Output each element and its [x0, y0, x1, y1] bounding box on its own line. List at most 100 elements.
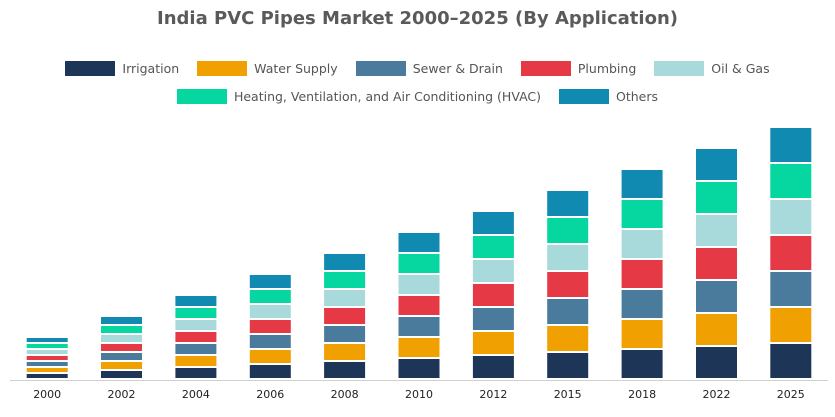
bar-segment-2022-series-6 [696, 149, 737, 180]
bar-segment-2000-series-3 [26, 356, 68, 360]
bar-segment-2008-series-5 [324, 272, 366, 288]
bar-segment-2025-series-0 [770, 344, 812, 378]
legend-item-plumbing: Plumbing [520, 60, 637, 76]
bar-segment-2022-series-2 [696, 281, 737, 312]
x-tick-label-2002: 2002 [108, 388, 136, 401]
bar-segment-2008-series-0 [324, 362, 366, 378]
bar-segment-2006-series-6 [249, 275, 291, 288]
legend-label-plumbing: Plumbing [577, 60, 637, 76]
x-tick-label-2018: 2018 [628, 388, 656, 401]
bar-segment-2002-series-0 [101, 371, 142, 378]
bar-segment-2012-series-4 [472, 260, 514, 282]
bar-segment-2012-series-1 [472, 332, 514, 354]
legend-item-sewer-drain: Sewer & Drain [355, 60, 503, 76]
legend-label-sewer-drain: Sewer & Drain [412, 60, 503, 76]
x-tick-label-2012: 2012 [479, 388, 507, 401]
bar-segment-2022-series-5 [696, 182, 737, 213]
bar-segment-2012-series-5 [472, 236, 514, 258]
legend-item-others: Others [559, 88, 659, 104]
bar-segment-2004-series-5 [175, 308, 217, 318]
bar-segment-2018-series-0 [621, 350, 663, 378]
bar-segment-2006-series-2 [249, 335, 291, 348]
bar-segment-2002-series-4 [101, 335, 142, 342]
legend-label-irrigation: Irrigation [122, 60, 180, 76]
bar-segment-2018-series-2 [621, 290, 663, 318]
bar-segment-2008-series-2 [324, 326, 366, 342]
legend: Irrigation Water Supply Sewer & Drain Pl… [0, 58, 835, 114]
legend-swatch-water-supply [197, 60, 248, 76]
bar-segment-2015-series-2 [547, 299, 589, 324]
x-tick-label-2025: 2025 [777, 388, 805, 401]
bar-segment-2010-series-1 [398, 338, 440, 357]
bar-segment-2025-series-5 [770, 164, 812, 198]
bar-segment-2010-series-4 [398, 275, 440, 294]
bar-segment-2022-series-0 [696, 347, 737, 378]
legend-label-others: Others [616, 88, 659, 104]
bar-segment-2000-series-6 [26, 338, 68, 342]
bar-segment-2000-series-1 [26, 368, 68, 372]
bar-segment-2015-series-1 [547, 326, 589, 351]
bar-segment-2025-series-2 [770, 272, 812, 306]
bar-segment-2002-series-2 [101, 353, 142, 360]
bar-segment-2015-series-3 [547, 272, 589, 297]
legend-swatch-plumbing [520, 60, 571, 76]
bar-segment-2025-series-6 [770, 128, 812, 162]
legend-swatch-others [559, 88, 610, 104]
bar-segment-2012-series-6 [472, 212, 514, 234]
legend-swatch-sewer-drain [355, 60, 406, 76]
bar-segment-2000-series-4 [26, 350, 68, 354]
bar-segment-2022-series-3 [696, 248, 737, 279]
legend-swatch-irrigation [65, 60, 116, 76]
legend-item-oil-gas: Oil & Gas [654, 60, 770, 76]
chart-title: India PVC Pipes Market 2000–2025 (By App… [157, 8, 678, 29]
bar-segment-2010-series-0 [398, 359, 440, 378]
bar-segment-2015-series-6 [547, 191, 589, 216]
bar-segment-2000-series-2 [26, 362, 68, 366]
bar-segment-2015-series-0 [547, 353, 589, 378]
bar-segment-2010-series-3 [398, 296, 440, 315]
bar-segment-2010-series-5 [398, 254, 440, 273]
x-tick-label-2000: 2000 [33, 388, 61, 401]
bar-segment-2010-series-6 [398, 233, 440, 252]
bar-segment-2010-series-2 [398, 317, 440, 336]
legend-label-oil-gas: Oil & Gas [711, 60, 770, 76]
bar-segment-2025-series-4 [770, 200, 812, 234]
bar-segment-2012-series-2 [472, 308, 514, 330]
bar-segment-2008-series-4 [324, 290, 366, 306]
bar-segment-2015-series-5 [547, 218, 589, 243]
bar-segment-2018-series-6 [621, 170, 663, 198]
bar-segment-2006-series-4 [249, 305, 291, 318]
x-tick-label-2008: 2008 [331, 388, 359, 401]
legend-swatch-oil-gas [654, 60, 705, 76]
legend-label-water-supply: Water Supply [254, 60, 338, 76]
bar-segment-2022-series-4 [696, 215, 737, 246]
bar-segment-2022-series-1 [696, 314, 737, 345]
bar-segment-2002-series-1 [101, 362, 142, 369]
bar-segment-2025-series-3 [770, 236, 812, 270]
legend-item-irrigation: Irrigation [65, 60, 180, 76]
bar-segment-2025-series-1 [770, 308, 812, 342]
bar-segment-2012-series-0 [472, 356, 514, 378]
bar-segment-2008-series-1 [324, 344, 366, 360]
legend-item-water-supply: Water Supply [197, 60, 338, 76]
bar-segment-2004-series-1 [175, 356, 217, 366]
bar-segment-2004-series-3 [175, 332, 217, 342]
bar-segment-2004-series-6 [175, 296, 217, 306]
x-tick-label-2022: 2022 [703, 388, 731, 401]
bar-segment-2006-series-3 [249, 320, 291, 333]
bar-segment-2018-series-4 [621, 230, 663, 258]
bar-segment-2002-series-6 [101, 317, 142, 324]
bar-segment-2008-series-6 [324, 254, 366, 270]
x-tick-label-2010: 2010 [405, 388, 433, 401]
bar-segment-2018-series-5 [621, 200, 663, 228]
legend-row-1: Irrigation Water Supply Sewer & Drain Pl… [0, 58, 835, 78]
bar-segment-2004-series-2 [175, 344, 217, 354]
bar-segment-2002-series-3 [101, 344, 142, 351]
x-tick-label-2004: 2004 [182, 388, 210, 401]
legend-row-2: Heating, Ventilation, and Air Conditioni… [0, 86, 835, 106]
bar-segment-2004-series-0 [175, 368, 217, 378]
legend-item-hvac: Heating, Ventilation, and Air Conditioni… [176, 88, 541, 104]
bar-segment-2004-series-4 [175, 320, 217, 330]
bar-segment-2012-series-3 [472, 284, 514, 306]
